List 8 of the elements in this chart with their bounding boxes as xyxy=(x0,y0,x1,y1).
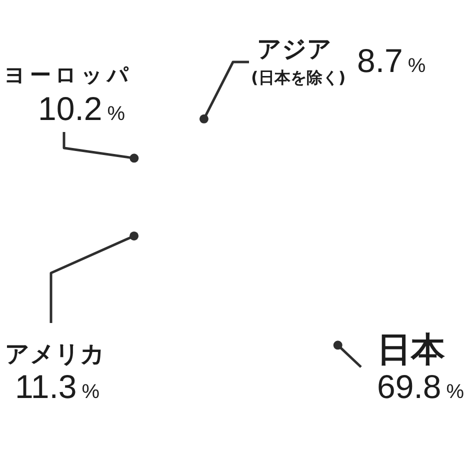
data-label: 8.7% xyxy=(357,42,426,79)
category-label: 日本 xyxy=(377,330,446,370)
category-label: アメリカ xyxy=(5,340,105,368)
category-label: ヨーロッパ xyxy=(4,63,133,87)
data-label: 11.3% xyxy=(15,368,100,405)
category-label: アジア (日本を除く) xyxy=(251,35,346,87)
data-label: 69.8% xyxy=(377,368,464,405)
data-label: 10.2% xyxy=(38,90,126,127)
